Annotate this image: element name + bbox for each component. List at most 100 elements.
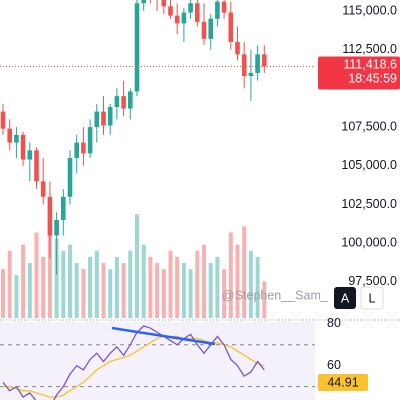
volume-bar [175, 256, 180, 318]
rsi-ma-label-box [318, 374, 368, 391]
volume-bar [101, 263, 106, 318]
volume-bar [262, 281, 267, 318]
candle-body [201, 21, 207, 39]
volume-bar [202, 244, 206, 318]
volume-bar [21, 244, 26, 318]
volume-bar [135, 214, 139, 318]
candle-body [107, 106, 113, 126]
volume-bar [41, 256, 46, 318]
volume-bar [141, 244, 146, 318]
volume-bar [248, 250, 253, 318]
price-label-box [318, 56, 400, 90]
candle-body [101, 111, 106, 126]
rsi-band [0, 322, 315, 400]
candle-body [221, 1, 227, 13]
candle-body [74, 142, 79, 159]
candle-body [174, 15, 180, 24]
y-tick-label: 100,000.0 [341, 236, 397, 250]
volume-bar [168, 250, 173, 318]
rsi-ma-line [3, 335, 265, 398]
rsi-line [2, 325, 265, 400]
volume-bar [255, 256, 260, 318]
candle-body [168, 6, 173, 16]
volume-bar [161, 269, 166, 318]
volume-bar [94, 250, 99, 318]
last-price-label: 111,418.6 [343, 58, 397, 72]
candle-body [255, 54, 260, 73]
log-button[interactable] [360, 286, 384, 310]
y-tick-label: 102,500.0 [341, 197, 397, 211]
volume-bar [68, 244, 72, 318]
rsi-pane [0, 325, 315, 400]
candle-body [14, 134, 19, 143]
rsi-tick-label: 80 [327, 316, 341, 330]
volume-bar [14, 275, 19, 318]
y-tick-label: 105,000.0 [341, 158, 397, 172]
volume-bar [7, 250, 12, 318]
candle-body [262, 54, 267, 67]
candle-body [54, 219, 59, 236]
price-pane [0, 0, 315, 318]
countdown: 18:45:59 [348, 72, 397, 86]
volume-bar [1, 269, 5, 318]
y-tick-label: 107,500.0 [341, 119, 397, 133]
candle-body [34, 150, 39, 182]
candle-body [20, 134, 26, 160]
volume-bar [188, 269, 193, 318]
volume-bar [155, 263, 160, 318]
candle-body [195, 3, 200, 22]
volume-bar [228, 232, 233, 318]
watermark: @Stephen__Sam_ [222, 288, 329, 302]
candle-body [235, 41, 240, 55]
candle-body [61, 196, 66, 220]
candle-body [81, 142, 86, 154]
volume-bar [74, 263, 79, 318]
button-label[interactable]: A [341, 291, 350, 305]
candle-body [228, 12, 234, 42]
candle-body [47, 196, 53, 236]
volume-bar [47, 208, 52, 318]
auto-button[interactable] [334, 287, 356, 309]
volume-bar [121, 263, 126, 318]
candle-body [0, 111, 6, 129]
rsi-ma-label: 44.91 [327, 375, 358, 389]
volume-bar [88, 256, 93, 318]
volume-bar [235, 244, 240, 318]
volume-bar [215, 256, 220, 318]
candle-body [114, 96, 120, 107]
volume-bar [61, 250, 66, 318]
candle-body [128, 91, 133, 109]
volume-bar [148, 256, 153, 318]
volume-bar [81, 269, 86, 318]
volume-bar [128, 250, 133, 318]
candle-body [87, 127, 93, 154]
candle-body [241, 54, 247, 77]
candle-body [141, 0, 146, 4]
button-label[interactable]: L [369, 291, 376, 305]
volume-bar [242, 226, 247, 318]
volume-bar [208, 263, 213, 318]
volume-bar [222, 269, 227, 318]
volume-bar [108, 269, 113, 318]
candle-body [134, 3, 140, 92]
y-tick-label: 97,500.0 [348, 274, 397, 288]
candle-body [188, 3, 193, 13]
candle-body [208, 18, 213, 39]
volume-bar [27, 263, 32, 318]
volume-bar [181, 263, 186, 318]
volume-bar [114, 256, 119, 318]
candle-body [27, 150, 33, 160]
candle-body [7, 128, 12, 143]
volume-bar [195, 250, 200, 318]
candle-body [215, 1, 220, 19]
rsi-tick-label: 60 [327, 358, 341, 372]
candle-body [40, 181, 46, 197]
volume-bar [34, 232, 39, 318]
volume-bar [54, 238, 59, 318]
candle-body [94, 111, 100, 128]
divergence-line [111, 326, 216, 346]
candle-body [67, 158, 73, 197]
candle-body [121, 96, 126, 109]
